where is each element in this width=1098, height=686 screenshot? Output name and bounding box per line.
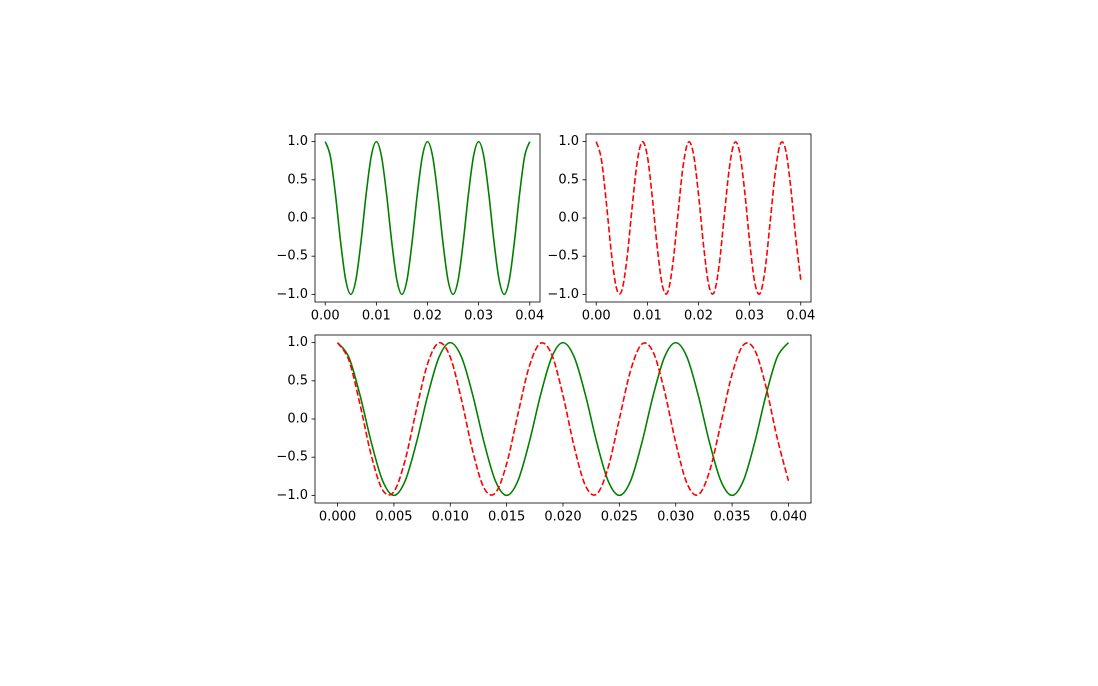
x-tick-label: 0.02 [413,309,442,324]
x-tick-label: 0.020 [544,510,581,525]
y-tick-label: −1.0 [547,287,579,302]
y-tick-label: −0.5 [547,249,579,264]
x-tick-label: 0.005 [375,510,412,525]
y-tick-label: 0.0 [287,412,308,427]
y-tick-label: 0.0 [287,211,308,226]
line-series [336,341,790,497]
x-tick-label: 0.01 [362,309,391,324]
x-tick-label: 0.010 [432,510,469,525]
axes-frame [314,133,541,303]
x-tick-label: 0.035 [713,510,750,525]
x-tick-label: 0.01 [633,309,662,324]
axes-frame [585,133,812,303]
axes-frame [314,334,812,504]
y-tick-label: 0.5 [558,172,579,187]
x-tick-label: 0.030 [657,510,694,525]
x-tick-label: 0.02 [684,309,713,324]
y-tick-label: −0.5 [276,249,308,264]
x-tick-label: 0.03 [735,309,764,324]
x-tick-label: 0.025 [601,510,638,525]
x-tick-label: 0.00 [311,309,340,324]
y-tick-label: −1.0 [276,488,308,503]
y-tick-label: 0.0 [558,211,579,226]
x-tick-label: 0.03 [464,309,493,324]
y-tick-label: 0.5 [287,172,308,187]
line-series [324,140,531,296]
x-tick-label: 0.00 [582,309,611,324]
y-tick-label: 1.0 [287,134,308,149]
y-tick-label: −1.0 [276,287,308,302]
y-tick-label: −0.5 [276,450,308,465]
x-tick-label: 0.04 [515,309,544,324]
x-tick-label: 0.040 [770,510,807,525]
line-series [336,341,790,497]
x-tick-label: 0.000 [319,510,356,525]
y-tick-label: 1.0 [287,335,308,350]
line-series [595,140,802,296]
x-tick-label: 0.04 [786,309,815,324]
y-tick-label: 0.5 [287,373,308,388]
x-tick-label: 0.015 [488,510,525,525]
y-tick-label: 1.0 [558,134,579,149]
